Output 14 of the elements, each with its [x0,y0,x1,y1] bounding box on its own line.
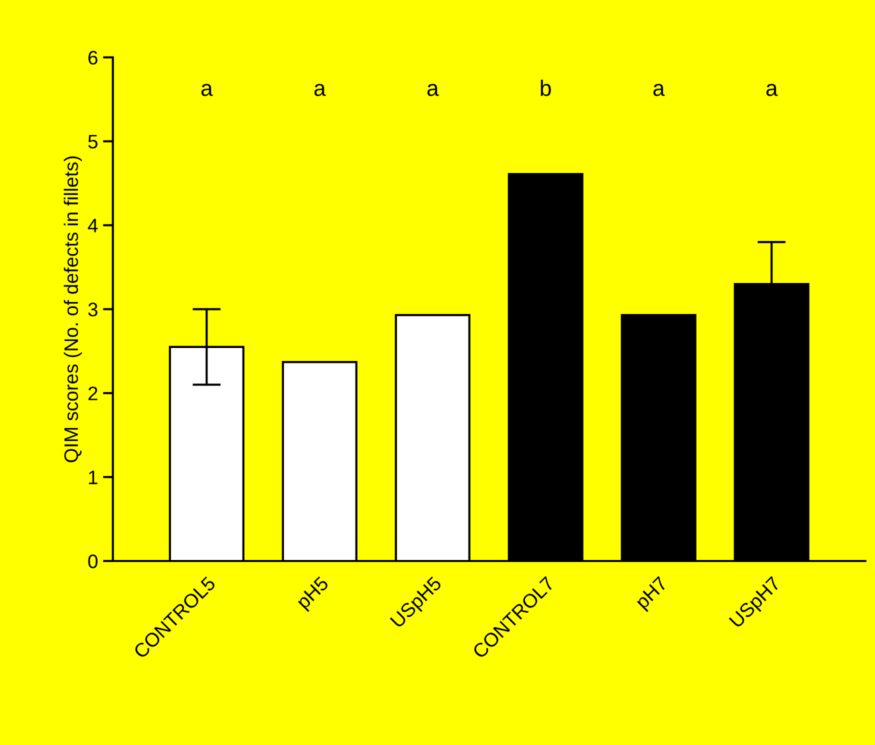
y-tick-label: 3 [88,302,98,316]
annotation: a [427,84,439,96]
y-tick-label: 1 [88,470,98,484]
y-tick-label: 6 [88,50,98,65]
y-tick-label: 2 [88,386,98,400]
y-tick-label: 4 [88,218,98,232]
annotation: a [314,84,326,96]
y-axis-title: QIM scores (No. of defects in fillets) [64,156,82,462]
annotation: a [201,84,213,96]
y-tick-label: 0 [88,554,98,568]
annotation: a [653,84,665,96]
annotation: b [540,80,551,96]
annotation: a [766,84,778,96]
y-tick-label: 5 [88,134,98,149]
